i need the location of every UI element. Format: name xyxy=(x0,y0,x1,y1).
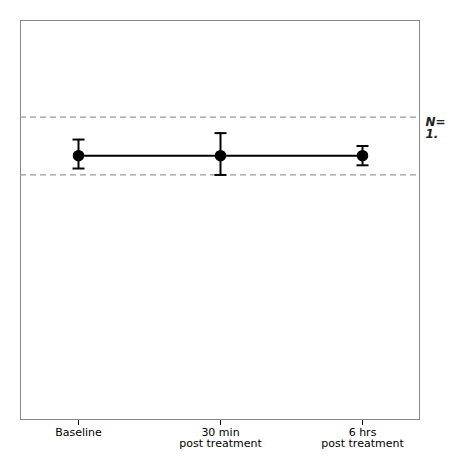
svg-text:N=1.: N=1. xyxy=(426,115,446,141)
svg-text:Baseline: Baseline xyxy=(55,426,102,439)
svg-text:6 hrspost treatment: 6 hrspost treatment xyxy=(321,426,404,450)
svg-text:30 minpost treatment: 30 minpost treatment xyxy=(179,426,262,450)
